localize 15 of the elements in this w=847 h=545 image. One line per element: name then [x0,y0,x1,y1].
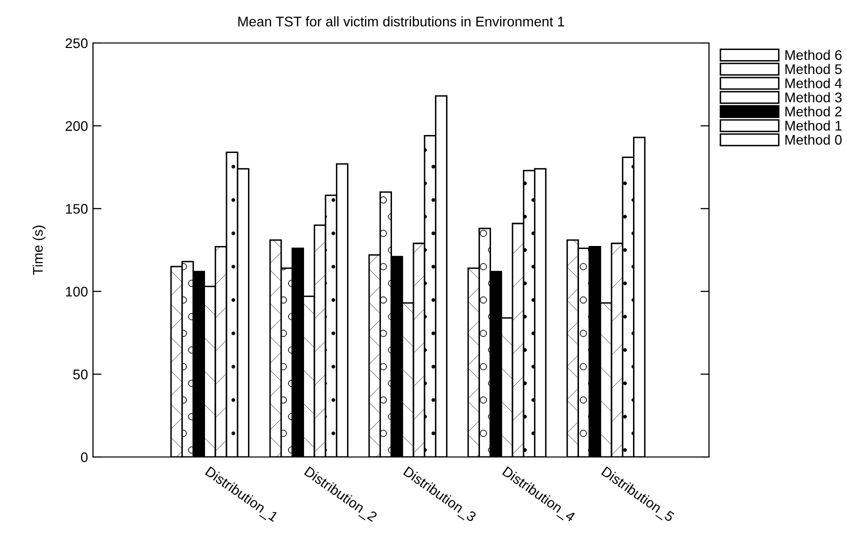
y-tick-label: 200 [66,121,88,131]
legend-label: Method 2 [785,106,842,116]
y-axis-title: Time (s) [32,226,46,275]
y-tick-label: 100 [66,286,88,297]
legend-label: Method 1 [785,120,842,131]
y-tick-label: 50 [73,370,88,380]
legend-label: Method 5 [785,64,842,74]
chart-title: Mean TST for all victim distributions in Environment 1 [238,16,564,26]
legend-label: Method 0 [785,134,842,145]
y-tick-label: 0 [80,452,88,462]
y-tick-label: 250 [66,38,88,48]
legend-label: Method 3 [785,92,842,102]
y-tick-label: 150 [66,204,88,214]
legend-label: Method 4 [785,78,842,88]
legend-label: Method 6 [785,50,842,60]
